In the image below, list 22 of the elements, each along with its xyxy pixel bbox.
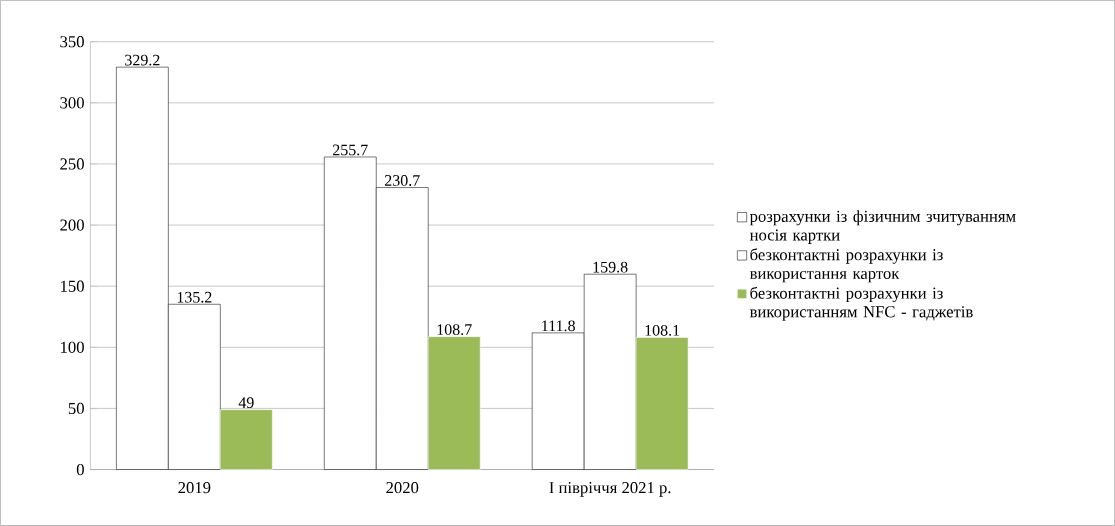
data-label: 108.1	[645, 324, 680, 336]
y-tick-label: 300	[60, 97, 84, 109]
data-label: 329.2	[125, 54, 160, 66]
x-tick-label: 2020	[386, 482, 419, 494]
data-label: 255.7	[332, 144, 368, 156]
y-tick-label: 150	[61, 280, 84, 292]
data-label: 108.7	[437, 324, 472, 336]
y-tick-label: 50	[68, 402, 84, 415]
legend-label: безконтактні розрахунки із використання карток	[749, 248, 943, 283]
y-tick-label: 350	[60, 36, 84, 48]
y-tick-label: 100	[61, 341, 84, 353]
y-tick-label: 200	[60, 219, 84, 231]
x-tick-label: I півріччя 2021 р.	[549, 482, 671, 497]
legend-label: безконтактні розрахунки із використанням NFC - гаджетів	[749, 286, 973, 321]
data-label: 111.8	[542, 320, 575, 332]
x-tick-label: 2019	[178, 482, 211, 494]
data-label: 49	[238, 397, 254, 409]
data-label: 230.7	[384, 175, 420, 186]
y-tick-label: 250	[60, 158, 84, 170]
y-tick-label: 0	[76, 463, 84, 476]
data-label: 159.8	[593, 261, 628, 273]
data-label: 135.2	[177, 291, 212, 303]
